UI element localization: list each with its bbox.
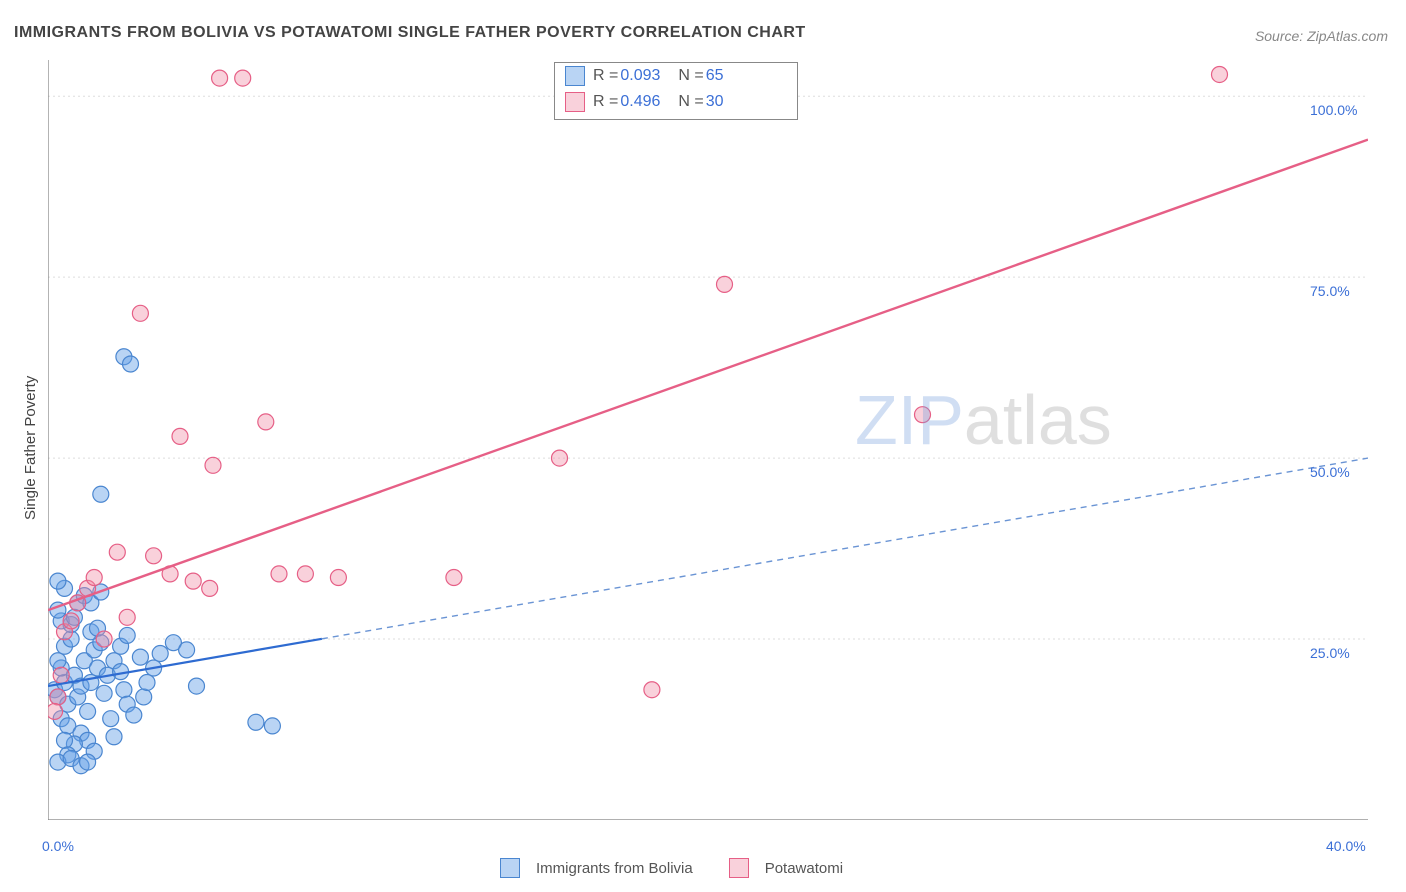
legend-r-label: R = xyxy=(593,93,618,111)
swatch-blue-bottom xyxy=(500,858,520,878)
y-tick-label: 25.0% xyxy=(1310,645,1350,661)
y-tick-label: 100.0% xyxy=(1310,102,1357,118)
legend-r-value-blue: 0.093 xyxy=(620,67,660,85)
series-legend: Immigrants from Bolivia Potawatomi xyxy=(500,858,843,878)
legend-n-value-pink: 30 xyxy=(706,93,724,111)
scatter-chart xyxy=(48,60,1368,820)
legend-row-blue: R = 0.093 N = 65 xyxy=(555,63,797,89)
x-tick-label: 0.0% xyxy=(42,838,74,854)
y-tick-label: 75.0% xyxy=(1310,283,1350,299)
legend-n-label: N = xyxy=(678,93,703,111)
source-citation: Source: ZipAtlas.com xyxy=(1255,28,1388,44)
legend-n-label: N = xyxy=(678,67,703,85)
chart-title: IMMIGRANTS FROM BOLIVIA VS POTAWATOMI SI… xyxy=(14,24,806,42)
swatch-blue xyxy=(565,66,585,86)
correlation-legend: R = 0.093 N = 65 R = 0.496 N = 30 xyxy=(554,62,798,120)
y-axis-title: Single Father Poverty xyxy=(22,376,39,520)
series-label-blue: Immigrants from Bolivia xyxy=(536,860,693,877)
swatch-pink-bottom xyxy=(729,858,749,878)
legend-r-label: R = xyxy=(593,67,618,85)
swatch-pink xyxy=(565,92,585,112)
y-tick-label: 50.0% xyxy=(1310,464,1350,480)
legend-r-value-pink: 0.496 xyxy=(620,93,660,111)
legend-row-pink: R = 0.496 N = 30 xyxy=(555,89,797,115)
x-tick-label: 40.0% xyxy=(1326,838,1366,854)
series-label-pink: Potawatomi xyxy=(765,860,843,877)
legend-n-value-blue: 65 xyxy=(706,67,724,85)
